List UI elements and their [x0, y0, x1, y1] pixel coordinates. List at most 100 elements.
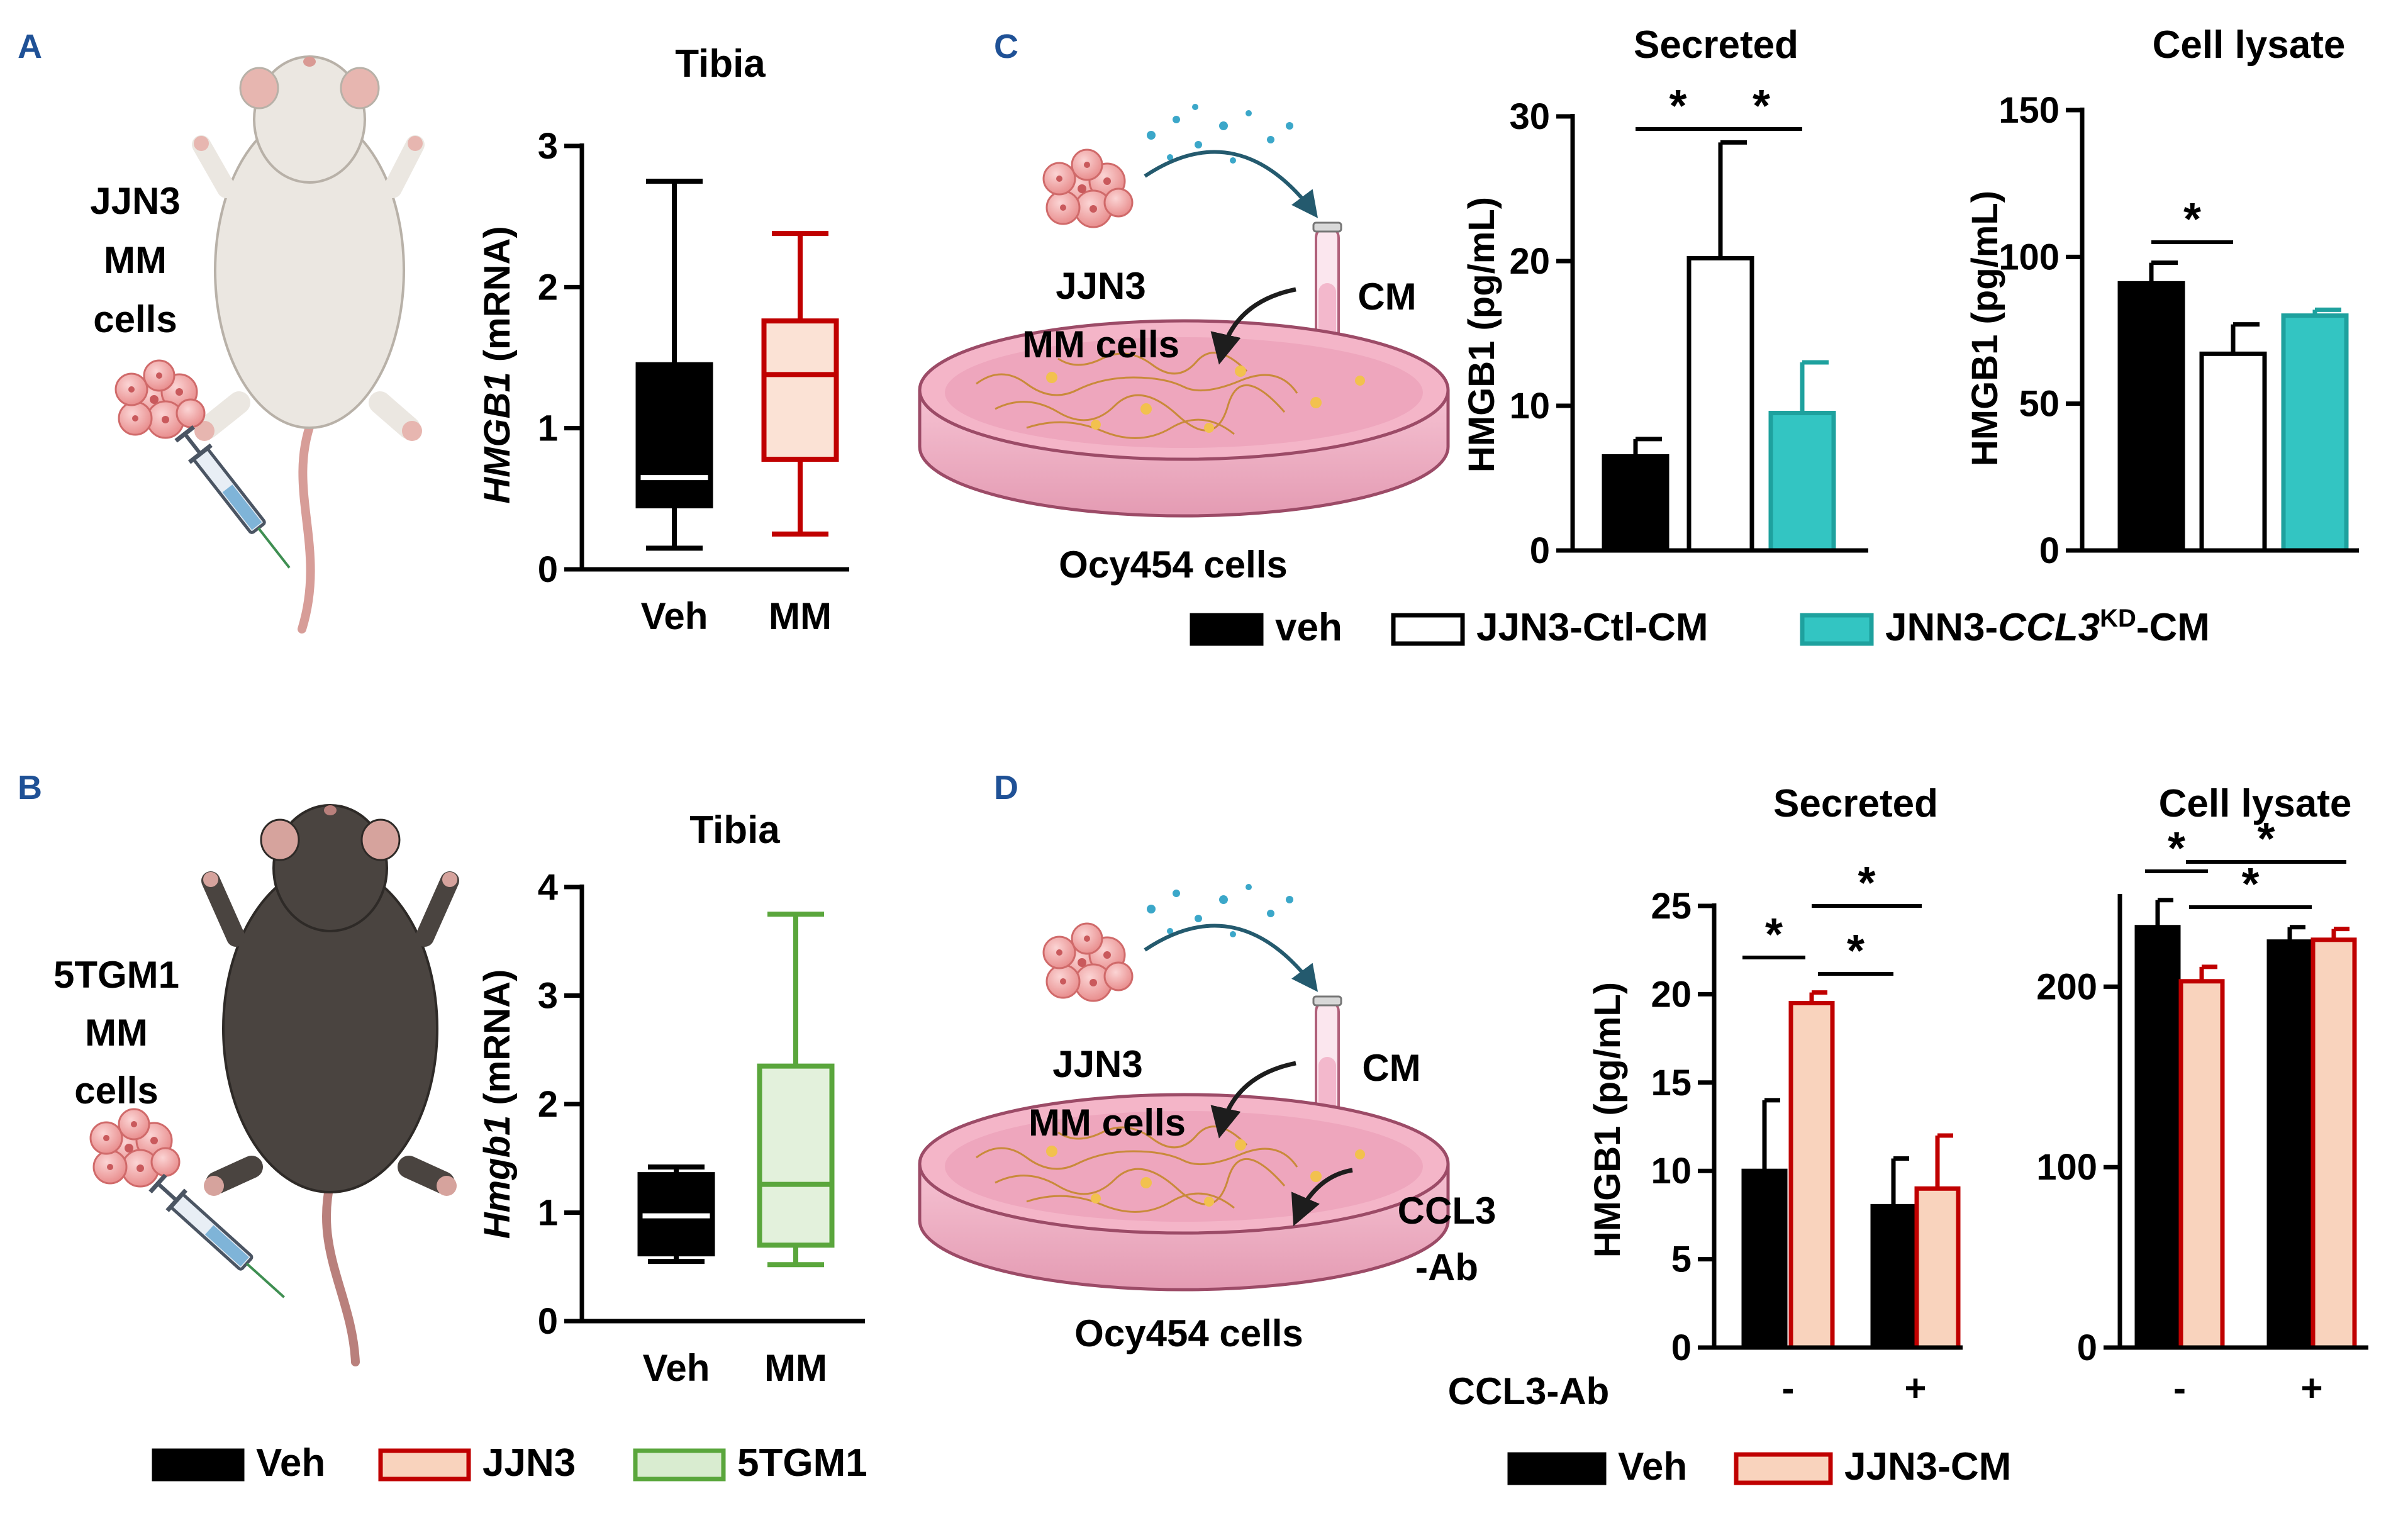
- syringe-icon: [174, 425, 300, 576]
- panel-letter-d: D: [994, 769, 1018, 807]
- y-tick-label: 20: [1509, 241, 1550, 282]
- cells-label-line1: JJN3: [90, 180, 180, 222]
- legend-label: veh: [1275, 606, 1342, 649]
- legend-c: veh JJN3-Ctl-CM JNN3-CCL3KD-CM: [1190, 605, 2210, 649]
- legend-swatch: [1734, 1452, 1833, 1485]
- culture-dish-icon: [920, 321, 1448, 516]
- y-tick-label: 3: [538, 976, 558, 1017]
- cells-label-line2: MM: [85, 1012, 148, 1054]
- y-tick-label: 10: [1651, 1151, 1692, 1192]
- panel-c: C JJN3 MM cells CM Ocy454 cells Secreted…: [920, 23, 2359, 649]
- panel-letter-b: B: [18, 769, 42, 807]
- cells-label-line3: cells: [93, 298, 177, 340]
- bar-0: [1602, 454, 1669, 553]
- legend-label: Veh: [256, 1441, 325, 1485]
- significance-star: *: [1847, 926, 1865, 976]
- y-axis-label: HMGB1 (pg/mL): [1965, 191, 2005, 466]
- y-axis-label: HMGB1 (pg/mL): [1461, 197, 1502, 472]
- significance-star: *: [2183, 194, 2201, 245]
- bar-2: [1768, 411, 1836, 553]
- cells-label-line2: MM: [104, 239, 167, 281]
- bar-chart-c-lysate: 0 50 100 150 *: [1998, 90, 2359, 571]
- antibody-arrow-icon: [1291, 1168, 1353, 1227]
- box-mm: [757, 1063, 835, 1248]
- legend-swatch: [633, 1448, 726, 1482]
- y-tick-label: 50: [2019, 384, 2060, 425]
- mouse-illustration-dark: [201, 804, 459, 1366]
- legend-swatch: [1190, 613, 1264, 646]
- significance-star: *: [2168, 823, 2185, 874]
- bar-veh-1: [2266, 939, 2313, 1350]
- bar-jjn3-cm-1: [1914, 1186, 1961, 1350]
- y-tick-label: 0: [2077, 1327, 2097, 1368]
- y-tick-label: 200: [2036, 966, 2097, 1007]
- secretion-dots: [1147, 884, 1293, 937]
- transfer-arrow-icon: [1210, 287, 1296, 365]
- legend-label: JJN3-CM: [1844, 1445, 2011, 1488]
- bar-jjn3-cm-0: [1788, 1000, 1835, 1350]
- y-tick-label: 0: [1530, 530, 1550, 571]
- legend-label: Veh: [1618, 1445, 1687, 1488]
- syringe-icon: [148, 1173, 293, 1307]
- legend-swatch: [1800, 613, 1874, 646]
- mm-cell-cluster-icon: [89, 1108, 181, 1188]
- y-tick-label: 1: [538, 408, 558, 449]
- legend-label: JJN3: [482, 1441, 576, 1485]
- box-plot-a: 0 1 2 3 Veh MM: [538, 126, 849, 637]
- dish-label: Ocy454 cells: [1059, 544, 1288, 586]
- x-group-label: -: [1782, 1367, 1795, 1409]
- chart-title: Tibia: [675, 42, 766, 86]
- x-category-label: MM: [764, 1347, 827, 1389]
- x-category-label: Veh: [641, 595, 708, 637]
- secretion-dots: [1147, 104, 1293, 164]
- box-mm: [761, 318, 839, 462]
- panel-b: B 5TGM1 MM cells Tibia Hmgb1 (mRNA) 0 1 2 3…: [18, 769, 867, 1485]
- cells-label-line1: 5TGM1: [53, 954, 179, 996]
- secreted-title: Secreted: [1773, 782, 1938, 825]
- legend-d: Veh JJN3-CM: [1507, 1445, 2011, 1488]
- mm-cell-cluster-icon: [1042, 148, 1134, 228]
- significance-star: *: [1765, 910, 1783, 960]
- legend-label: JJN3-Ctl-CM: [1476, 606, 1708, 649]
- y-tick-label: 0: [2039, 530, 2060, 571]
- y-tick-label: 15: [1651, 1063, 1692, 1103]
- legend-label: 5TGM1: [737, 1441, 867, 1485]
- ab-label-line1: CCL3: [1398, 1190, 1497, 1232]
- y-tick-label: 100: [2036, 1147, 2097, 1188]
- y-tick-label: 20: [1651, 974, 1692, 1015]
- significance-star: *: [2257, 814, 2275, 864]
- bar-1: [2199, 351, 2267, 553]
- y-tick-label: 100: [1998, 237, 2060, 277]
- y-tick-label: 0: [538, 549, 558, 590]
- legend-swatch: [152, 1448, 245, 1482]
- y-tick-label: 0: [538, 1301, 558, 1342]
- ab-label-line2: -Ab: [1415, 1246, 1478, 1288]
- y-tick-label: 5: [1671, 1239, 1692, 1280]
- y-tick-label: 2: [538, 267, 558, 308]
- dish-label: Ocy454 cells: [1074, 1312, 1303, 1354]
- bar-2: [2281, 313, 2349, 553]
- legend-swatch: [378, 1448, 471, 1482]
- bar-veh-0: [2134, 925, 2181, 1350]
- bar-chart-c-secreted: 0 10 20 30 * *: [1509, 81, 1868, 571]
- legend-swatch: [1391, 613, 1465, 646]
- y-axis-label: HMGB1 (pg/mL): [1587, 982, 1628, 1258]
- box-plot-b: 0 1 2 3 4 Veh MM: [538, 867, 865, 1389]
- cm-label: CM: [1362, 1047, 1420, 1089]
- y-tick-label: 10: [1509, 386, 1550, 427]
- x-axis-label: CCL3-Ab: [1448, 1370, 1610, 1412]
- significance-star: *: [1669, 81, 1686, 131]
- bar-veh-0: [1741, 1168, 1788, 1350]
- y-tick-label: 1: [538, 1193, 558, 1234]
- cells-label-line3: cells: [74, 1069, 158, 1112]
- x-group-label: -: [2173, 1367, 2186, 1409]
- secreted-title: Secreted: [1634, 23, 1798, 67]
- bar-chart-d-secreted: 0 5 10 15 20 25 - + * * *: [1651, 858, 1963, 1409]
- bar-jjn3-cm-0: [2178, 979, 2225, 1350]
- cells-label-line1: JJN3: [1052, 1043, 1142, 1085]
- y-tick-label: 150: [1998, 90, 2060, 131]
- chart-title: Tibia: [689, 808, 780, 852]
- lysate-title: Cell lysate: [2159, 782, 2352, 825]
